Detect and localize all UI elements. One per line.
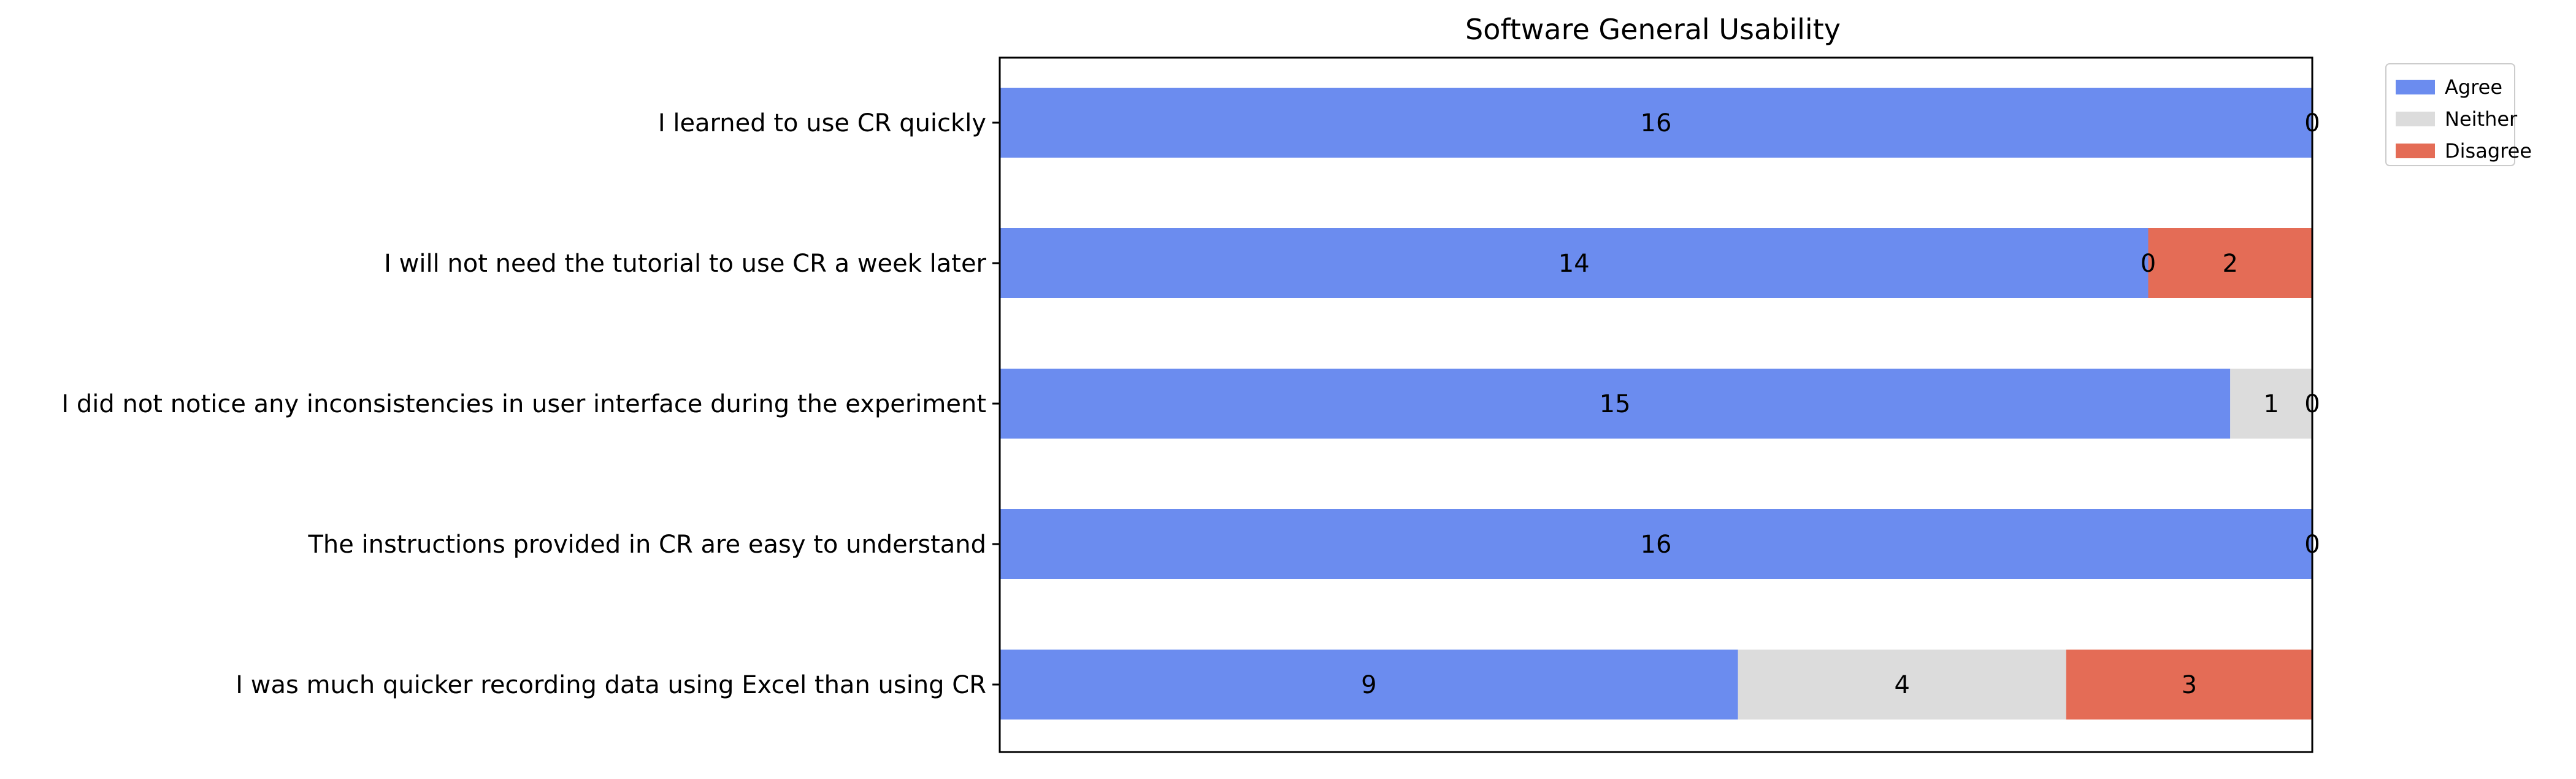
legend-label-disagree: Disagree <box>2445 139 2532 163</box>
value-label-disagree-2: 2 <box>2223 250 2238 278</box>
value-label-agree-4: 16 <box>1641 531 1672 559</box>
bar-neither-3 <box>2230 369 2312 439</box>
legend-swatch-agree <box>2396 80 2435 94</box>
bar-agree-3 <box>1000 369 2231 439</box>
value-label-disagree-5: 3 <box>2182 671 2197 699</box>
y-ticks-group <box>992 121 1000 686</box>
value-labels-group: 16 014 0 215 1 016 09 4 3 <box>1361 109 2320 699</box>
category-label-4: The instructions provided in CR are easy… <box>307 531 986 559</box>
value-label-agree-5: 9 <box>1361 671 1376 699</box>
legend-swatch-neither <box>2396 112 2435 126</box>
value-label-neither-3: 1 <box>2263 390 2279 418</box>
category-label-5: I was much quicker recording data using … <box>236 671 986 699</box>
bar-neither-5 <box>1738 650 2066 720</box>
category-label-3: I did not notice any inconsistencies in … <box>61 390 986 418</box>
category-label-2: I will not need the tutorial to use CR a… <box>384 250 986 278</box>
bar-agree-5 <box>1000 650 1738 720</box>
bar-agree-2 <box>1000 228 2149 298</box>
value-label-agree-1: 16 <box>1641 109 1672 137</box>
value-label-agree-2: 14 <box>1558 250 1590 278</box>
legend: Agree Neither Disagree <box>2385 63 2532 166</box>
bar-agree-1 <box>1000 88 2312 158</box>
chart-title: Software General Usability <box>1465 13 1841 46</box>
bar-disagree-5 <box>2066 650 2312 720</box>
legend-swatch-disagree <box>2396 144 2435 158</box>
value-label-agree-3: 15 <box>1600 390 1631 418</box>
legend-label-neither: Neither <box>2445 107 2518 131</box>
legend-label-agree: Agree <box>2445 75 2502 99</box>
bar-agree-4 <box>1000 509 2312 579</box>
plot-area-frame <box>999 56 2313 753</box>
bars-group <box>1000 88 2312 720</box>
category-label-1: I learned to use CR quickly <box>658 109 986 137</box>
value-label-neither-5: 4 <box>1895 671 1910 699</box>
value-label-neither-2: 0 <box>2141 250 2156 278</box>
bar-disagree-2 <box>2148 228 2312 298</box>
category-labels-group: I learned to use CR quickly I will not ne… <box>61 109 986 699</box>
